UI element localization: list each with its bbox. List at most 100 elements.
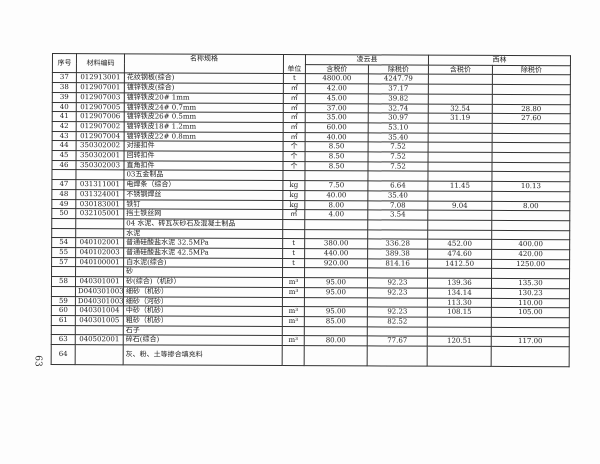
cell-seq: 46 <box>51 160 77 171</box>
cell-code: 031311001 <box>75 179 124 190</box>
cell-xilin-tax-excl <box>491 162 571 173</box>
cell-lingyun-tax-incl: 4.00 <box>304 209 368 220</box>
cell-lingyun-tax-excl <box>367 297 428 308</box>
cell-lingyun-tax-excl: 35.40 <box>367 190 428 201</box>
cell-name: 镀锌铁皮24# 0.7mm <box>124 102 284 113</box>
cell-xilin-tax-incl <box>428 132 493 143</box>
cell-name: 普通硅酸盐水泥 32.5MPa <box>123 238 283 249</box>
cell-xilin-tax-incl <box>427 190 492 201</box>
cell-lingyun-tax-incl: 85.00 <box>304 316 368 327</box>
cell-lingyun-tax-excl: 35.40 <box>368 132 429 143</box>
cell-unit: t <box>282 258 305 269</box>
cell-lingyun-tax-excl: 53.10 <box>368 122 429 133</box>
cell-lingyun-tax-excl: 336.28 <box>367 239 428 250</box>
header-tax-excl-1: 除税价 <box>368 64 429 75</box>
cell-name: 中砂（机砂） <box>123 306 283 317</box>
cell-lingyun-tax-excl: 37.17 <box>368 83 429 94</box>
cell-xilin-tax-incl <box>428 152 493 163</box>
cell-lingyun-tax-excl: 3.54 <box>367 210 428 221</box>
cell-lingyun-tax-excl: 39.82 <box>368 93 429 104</box>
cell-code <box>75 170 124 180</box>
cell-xilin-tax-excl: 28.80 <box>492 103 571 114</box>
cell-lingyun-tax-excl: 92.23 <box>367 278 428 289</box>
cell-seq: 41 <box>52 111 77 122</box>
cell-unit <box>282 345 305 366</box>
cell-lingyun-tax-incl: 60.00 <box>305 122 369 133</box>
cell-lingyun-tax-excl: 7.52 <box>367 161 429 172</box>
cell-seq: 47 <box>51 179 76 190</box>
cell-code: 031324001 <box>75 189 124 200</box>
table-body: 37 012913001 花纹钢板(综合) t 4800.00 4247.79 38 0129… <box>51 72 571 367</box>
cell-code: 012907006 <box>76 111 125 122</box>
cell-xilin-tax-incl: 113.30 <box>427 297 492 308</box>
cell-code: 012907001 <box>76 82 125 93</box>
cell-unit: t <box>283 73 306 84</box>
cell-xilin-tax-incl <box>427 171 492 182</box>
cell-xilin-tax-excl: 420.00 <box>491 249 570 260</box>
cell-seq: 58 <box>51 276 76 287</box>
table-row: 64 灰、粉、土等掺合填充料 <box>51 344 570 367</box>
cell-lingyun-tax-incl: 7.50 <box>304 180 368 191</box>
cell-name: 白水泥(综合) <box>123 257 283 268</box>
cell-xilin-tax-incl <box>427 210 492 221</box>
cell-xilin-tax-incl <box>428 74 493 85</box>
cell-unit: ㎡ <box>283 112 306 123</box>
cell-xilin-tax-incl: 452.00 <box>427 239 492 250</box>
cell-seq: 59 <box>51 296 76 306</box>
cell-xilin-tax-excl: 8.00 <box>491 200 570 212</box>
cell-lingyun-tax-incl: 40.00 <box>304 190 368 201</box>
cell-lingyun-tax-excl: 92.23 <box>367 287 428 298</box>
cell-xilin-tax-incl: 11.45 <box>427 181 492 192</box>
cell-name: 花纹钢板(综合) <box>124 73 284 84</box>
cell-seq <box>51 325 76 335</box>
cell-lingyun-tax-incl <box>304 268 368 279</box>
cell-xilin-tax-excl <box>491 220 570 231</box>
cell-code <box>75 344 124 365</box>
cell-unit: ㎡ <box>282 209 305 220</box>
cell-xilin-tax-incl <box>427 161 493 172</box>
cell-seq: 64 <box>51 344 76 365</box>
cell-unit <box>282 297 305 307</box>
cell-xilin-tax-excl <box>491 327 570 338</box>
cell-xilin-tax-excl <box>492 123 571 134</box>
cell-unit <box>282 219 305 230</box>
cell-code: 040502001 <box>75 334 124 345</box>
cell-xilin-tax-excl: 117.00 <box>491 336 570 347</box>
cell-seq: 43 <box>52 131 77 141</box>
cell-seq <box>51 169 76 180</box>
cell-lingyun-tax-excl: 30.97 <box>368 113 429 124</box>
cell-xilin-tax-excl <box>491 346 570 367</box>
cell-code <box>75 267 124 277</box>
cell-lingyun-tax-incl: 95.00 <box>304 287 368 298</box>
cell-xilin-tax-excl <box>492 142 571 153</box>
cell-code <box>75 228 124 239</box>
cell-unit: m³ <box>282 306 305 317</box>
cell-xilin-tax-excl <box>492 133 571 144</box>
cell-name: 砂(综合)（机砂） <box>123 276 283 288</box>
cell-unit <box>282 229 305 239</box>
cell-seq <box>51 266 76 277</box>
cell-code <box>75 325 124 336</box>
cell-xilin-tax-excl <box>492 74 571 85</box>
cell-lingyun-tax-excl: 814.16 <box>367 258 428 269</box>
cell-code: 350302001 <box>76 150 125 161</box>
cell-name: 灰、粉、土等掺合填充料 <box>123 344 283 366</box>
header-region-lingyun: 凌云县 <box>305 54 429 65</box>
cell-lingyun-tax-incl: 95.00 <box>304 277 368 288</box>
cell-xilin-tax-excl: 130.23 <box>491 288 570 299</box>
cell-xilin-tax-incl <box>427 220 492 231</box>
cell-unit: m³ <box>282 287 305 298</box>
cell-lingyun-tax-incl <box>304 345 368 366</box>
cell-name: 细砂（机砂） <box>123 286 283 298</box>
cell-xilin-tax-incl: 474.60 <box>427 249 492 260</box>
cell-xilin-tax-incl <box>428 93 493 104</box>
header-tax-incl-1: 含税价 <box>305 64 369 75</box>
cell-seq <box>51 286 76 297</box>
cell-seq: 38 <box>52 82 77 93</box>
cell-name: 直角扣件 <box>123 160 284 171</box>
cell-code: 030183001 <box>75 199 124 210</box>
cell-lingyun-tax-incl <box>304 297 368 308</box>
cell-xilin-tax-excl: 1250.00 <box>491 259 570 270</box>
cell-xilin-tax-excl <box>492 152 571 163</box>
cell-lingyun-tax-incl: 8.00 <box>304 200 368 211</box>
